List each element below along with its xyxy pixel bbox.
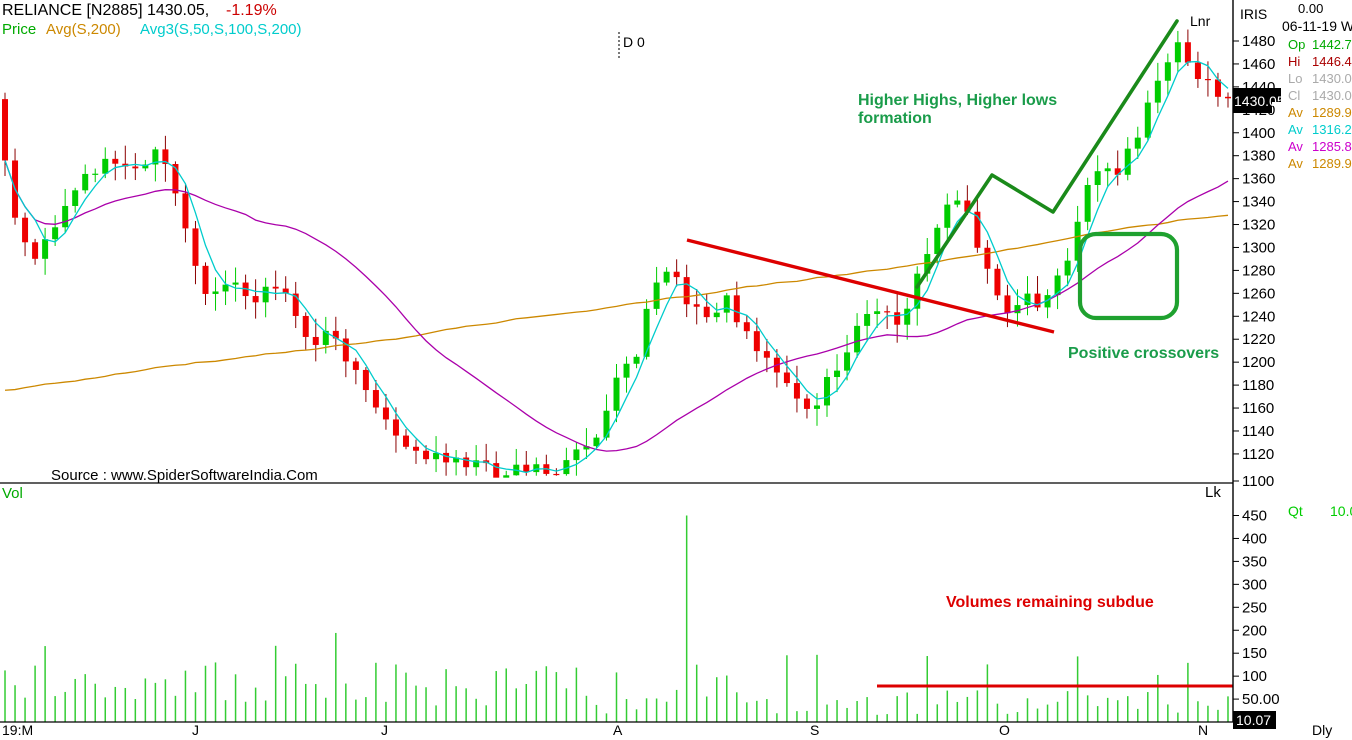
svg-text:450: 450 xyxy=(1242,508,1267,525)
svg-text:1460: 1460 xyxy=(1242,56,1275,73)
svg-text:19:M: 19:M xyxy=(2,722,33,738)
svg-text:350: 350 xyxy=(1242,553,1267,570)
svg-text:N: N xyxy=(1198,722,1208,738)
svg-text:Lnr: Lnr xyxy=(1190,13,1211,29)
svg-text:10.07: 10.07 xyxy=(1330,503,1352,519)
svg-text:06-11-19 We: 06-11-19 We xyxy=(1282,18,1352,34)
svg-text:1430.00: 1430.00 xyxy=(1312,71,1352,86)
svg-text:Av: Av xyxy=(1288,122,1303,137)
svg-text:1340: 1340 xyxy=(1242,194,1275,211)
svg-text:1200: 1200 xyxy=(1242,354,1275,371)
svg-text:1120: 1120 xyxy=(1242,446,1274,463)
svg-text:300: 300 xyxy=(1242,576,1267,593)
svg-text:D 0: D 0 xyxy=(623,34,645,50)
svg-text:1300: 1300 xyxy=(1242,239,1275,256)
svg-text:O: O xyxy=(999,722,1010,738)
svg-text:1289.98: 1289.98 xyxy=(1312,156,1352,171)
svg-text:1480: 1480 xyxy=(1242,33,1275,50)
svg-text:1100: 1100 xyxy=(1242,473,1274,490)
svg-text:1280: 1280 xyxy=(1242,262,1275,279)
svg-text:Hi: Hi xyxy=(1288,54,1300,69)
svg-text:1360: 1360 xyxy=(1242,171,1275,188)
svg-text:1180: 1180 xyxy=(1242,377,1274,394)
svg-text:IRIS: IRIS xyxy=(1240,6,1267,22)
svg-text:Op: Op xyxy=(1288,37,1305,52)
svg-text:1260: 1260 xyxy=(1242,285,1275,302)
svg-text:Source : www.SpiderSoftwareInd: Source : www.SpiderSoftwareIndia.Com xyxy=(51,467,318,484)
svg-text:1400: 1400 xyxy=(1242,125,1275,142)
svg-text:1446.45: 1446.45 xyxy=(1312,54,1352,69)
svg-text:1289.98: 1289.98 xyxy=(1312,105,1352,120)
svg-text:Avg(S,200): Avg(S,200) xyxy=(46,21,121,38)
svg-text:0.00: 0.00 xyxy=(1298,1,1323,16)
svg-text:Lk: Lk xyxy=(1205,484,1221,501)
svg-text:1220: 1220 xyxy=(1242,331,1275,348)
svg-text:J: J xyxy=(381,722,388,738)
svg-text:200: 200 xyxy=(1242,622,1267,639)
svg-text:1160: 1160 xyxy=(1242,400,1274,417)
svg-text:1430.05: 1430.05 xyxy=(1234,93,1285,109)
svg-text:Dly: Dly xyxy=(1312,722,1332,738)
svg-text:1442.70: 1442.70 xyxy=(1312,37,1352,52)
svg-text:A: A xyxy=(613,722,623,738)
svg-text:Avg3(S,50,S,100,S,200): Avg3(S,50,S,100,S,200) xyxy=(140,21,302,38)
svg-text:1380: 1380 xyxy=(1242,148,1275,165)
svg-text:Av: Av xyxy=(1288,156,1303,171)
svg-text:100: 100 xyxy=(1242,668,1267,685)
svg-text:150: 150 xyxy=(1242,645,1267,662)
svg-text:J: J xyxy=(192,722,199,738)
svg-text:1140: 1140 xyxy=(1242,423,1274,440)
svg-text:formation: formation xyxy=(858,110,932,127)
svg-text:Positive crossovers: Positive crossovers xyxy=(1068,345,1219,362)
svg-text:Vol: Vol xyxy=(2,485,23,502)
svg-text:Av: Av xyxy=(1288,139,1303,154)
svg-text:Cl: Cl xyxy=(1288,88,1300,103)
svg-text:S: S xyxy=(810,722,819,738)
svg-text:1430.05: 1430.05 xyxy=(1312,88,1352,103)
svg-text:Price: Price xyxy=(2,21,36,38)
svg-text:1320: 1320 xyxy=(1242,217,1275,234)
svg-text:400: 400 xyxy=(1242,530,1267,547)
svg-text:Volumes remaining subdue: Volumes remaining subdue xyxy=(946,594,1154,611)
svg-text:1285.86: 1285.86 xyxy=(1312,139,1352,154)
svg-text:250: 250 xyxy=(1242,599,1267,616)
svg-text:-1.19%: -1.19% xyxy=(226,2,277,19)
svg-text:RELIANCE [N2885] 1430.05,: RELIANCE [N2885] 1430.05, xyxy=(2,2,209,19)
svg-text:Qt: Qt xyxy=(1288,503,1303,519)
svg-text:Higher Highs, Higher lows: Higher Highs, Higher lows xyxy=(858,92,1057,109)
svg-text:50.00: 50.00 xyxy=(1242,691,1280,708)
svg-text:Lo: Lo xyxy=(1288,71,1302,86)
svg-text:10.07: 10.07 xyxy=(1236,712,1271,728)
svg-text:1240: 1240 xyxy=(1242,308,1275,325)
svg-text:Av: Av xyxy=(1288,105,1303,120)
svg-text:1316.29: 1316.29 xyxy=(1312,122,1352,137)
